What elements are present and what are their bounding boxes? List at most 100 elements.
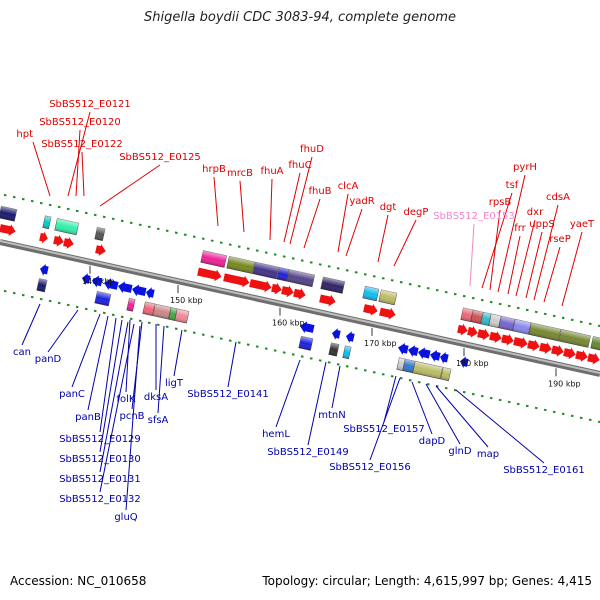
- tick-dot: [354, 271, 358, 274]
- kbp-tick-label: 190 kbp: [548, 379, 581, 388]
- tick-dot: [453, 292, 457, 296]
- forward-gene-arrow: [527, 339, 540, 352]
- reverse-gene-box: [94, 290, 112, 307]
- tick-dot: [516, 306, 520, 310]
- tick-dot: [156, 227, 160, 231]
- tick-dot: [84, 307, 88, 311]
- top-gene-label: rseP: [549, 234, 571, 245]
- forward-gene-arrow: [513, 336, 528, 349]
- reverse-gene-box: [328, 342, 340, 357]
- tick-dot: [120, 219, 124, 223]
- reverse-gene-box: [36, 278, 48, 293]
- gene-shape: [489, 331, 502, 343]
- gene-shape: [527, 339, 540, 352]
- reverse-gene-arrow: [346, 331, 355, 344]
- forward-gene-box: [528, 322, 561, 342]
- leader-line: [99, 323, 135, 493]
- tick-dot: [30, 199, 34, 203]
- page-title: Shigella boydii CDC 3083-94, complete ge…: [143, 10, 457, 25]
- kbp-tick-label: 160 kbp: [272, 319, 305, 328]
- gene-shape: [457, 323, 468, 336]
- tick-dot: [516, 402, 520, 406]
- gene-shape: [346, 331, 355, 344]
- leader-line: [525, 231, 543, 299]
- tick-dot: [561, 412, 565, 416]
- tick-dot: [246, 247, 250, 250]
- forward-gene-arrow: [563, 347, 576, 360]
- gene-shade: [440, 367, 452, 381]
- tick-dot: [129, 317, 133, 321]
- reverse-gene-box: [126, 298, 136, 312]
- tick-dot: [309, 357, 313, 360]
- tick-dot: [588, 418, 592, 422]
- gene-shade: [42, 215, 52, 229]
- leader-line: [435, 385, 489, 448]
- tick-dot: [534, 406, 538, 410]
- forward-gene-box: [42, 215, 52, 230]
- reverse-gene-arrow: [408, 345, 419, 357]
- leader-line: [455, 389, 545, 464]
- forward-gene-arrow: [0, 224, 16, 237]
- tick-dot: [462, 294, 466, 298]
- leader-line: [337, 193, 349, 253]
- bottom-gene-label: panC: [59, 389, 85, 400]
- forward-gene-box: [512, 318, 532, 335]
- gene-shade: [342, 345, 352, 359]
- tick-dot: [291, 353, 295, 356]
- tick-dot: [417, 380, 421, 384]
- gene-shape: [501, 333, 514, 346]
- tick-dot: [147, 321, 151, 325]
- leader-line: [283, 172, 301, 243]
- forward-gene-arrow: [249, 279, 272, 293]
- tick-dot: [597, 420, 600, 424]
- forward-gene-box: [362, 285, 380, 302]
- tick-dot: [381, 277, 385, 280]
- reverse-gene-box: [152, 303, 172, 320]
- tick-dot: [336, 363, 340, 366]
- top-gene-label: pyrH: [513, 162, 537, 173]
- tick-dot: [525, 308, 529, 312]
- tick-dot: [318, 359, 322, 362]
- gene-shape: [293, 288, 306, 300]
- bottom-gene-label: SbBS512_E0132: [59, 494, 141, 505]
- bottom-gene-label: SbBS512_E0149: [267, 447, 349, 458]
- forward-gene-box: [286, 269, 315, 288]
- gene-shape: [63, 237, 74, 249]
- tick-dot: [498, 398, 502, 402]
- leader-line: [99, 319, 123, 453]
- tick-dot: [552, 314, 556, 318]
- gene-shade: [298, 336, 314, 351]
- bottom-gene-label: pcnB: [119, 411, 144, 422]
- leader-line: [345, 208, 363, 257]
- leader-line: [561, 231, 583, 307]
- tick-dot: [525, 404, 529, 408]
- tick-dot: [39, 297, 43, 301]
- tick-dot: [273, 349, 277, 352]
- bottom-gene-label: mtnN: [318, 410, 345, 421]
- tick-dot: [39, 201, 43, 205]
- kbp-ticks: 140 kbp 150 kbp 160 kbp 170 kbp 180 kbp 190 k…: [82, 265, 581, 388]
- forward-gene-box: [252, 261, 280, 280]
- reverse-gene-arrow: [332, 328, 341, 340]
- genome-backbone: [0, 239, 600, 377]
- leader-line: [71, 313, 101, 388]
- top-gene-label: degP: [404, 207, 429, 218]
- kbp-tick-label: 140 kbp: [82, 277, 115, 286]
- gene-labels: hpt SbBS512_E0121 SbBS512_E0120 SbBS512_E01…: [13, 99, 595, 523]
- bottom-gene-label: dksA: [144, 392, 168, 403]
- forward-gene-box: [320, 276, 346, 294]
- bottom-gene-label: SbBS512_E0141: [187, 389, 269, 400]
- leader-line: [543, 246, 561, 303]
- gene-shape: [477, 328, 490, 341]
- bottom-gene-label: SbBS512_E0131: [59, 474, 141, 485]
- top-gene-label: SbBS512_E0121: [49, 99, 131, 110]
- reverse-gene-arrow: [430, 350, 441, 362]
- gene-shade: [168, 307, 178, 321]
- gene-shape: [319, 294, 336, 307]
- gene-shape: [40, 263, 49, 276]
- gene-shape: [460, 356, 469, 369]
- reverse-gene-arrow: [40, 263, 49, 276]
- tick-dot: [57, 205, 61, 209]
- gene-shade: [558, 329, 591, 348]
- forward-gene-box: [200, 250, 228, 268]
